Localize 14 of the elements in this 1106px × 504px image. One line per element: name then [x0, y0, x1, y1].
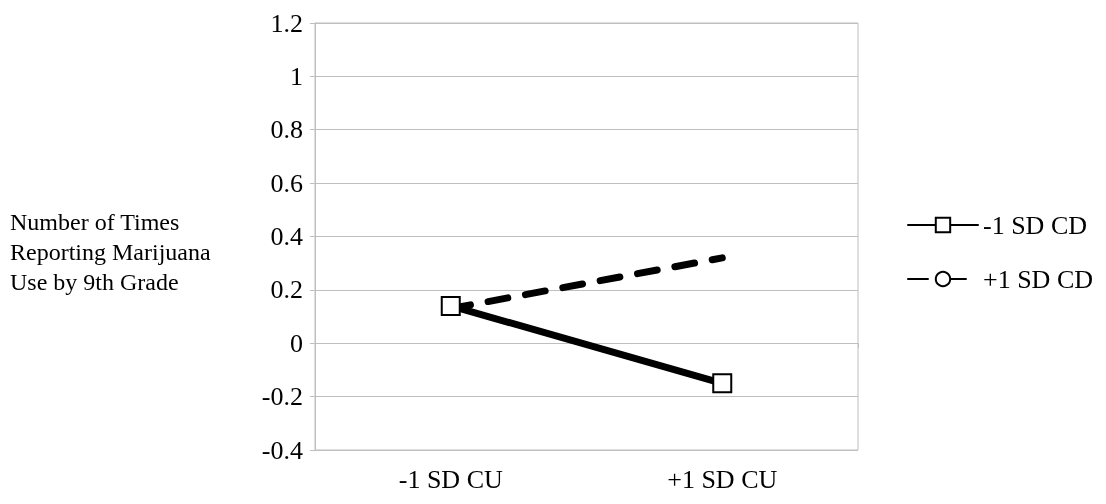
y-tick-label: 1	[290, 61, 303, 91]
y-tick-label: 0.4	[270, 222, 303, 251]
y-axis-title: Number of Times Reporting Marijuana Use by 9th Grade	[10, 209, 217, 295]
y-tick-label: 0.6	[270, 168, 303, 198]
y-tick-label: 0.2	[270, 275, 303, 305]
x-tick-label: +1 SD CU	[667, 464, 778, 494]
y-tick-label: -0.4	[261, 435, 303, 465]
legend-label: +1 SD CD	[982, 264, 1094, 294]
y-tick-label: 0	[290, 328, 303, 358]
y-tick-label: 0.8	[270, 115, 303, 145]
legend-label: -1 SD CD	[982, 210, 1087, 240]
y-tick-label: -0.2	[261, 382, 303, 412]
y-tick-label: 1.2	[270, 8, 303, 38]
x-tick-label: -1 SD CU	[398, 464, 503, 494]
